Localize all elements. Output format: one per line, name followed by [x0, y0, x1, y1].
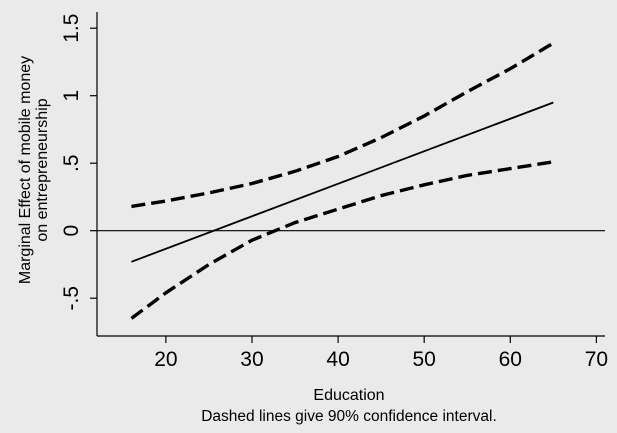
y-tick-label: .5 — [60, 154, 83, 172]
x-axis-title: Education — [313, 387, 384, 404]
x-tick-label: 50 — [413, 348, 436, 371]
x-tick-label: 20 — [154, 348, 177, 371]
y-tick-label: 1 — [60, 90, 83, 102]
x-tick-label: 60 — [499, 348, 522, 371]
y-axis-title-line-2: on entrepreneurship — [34, 98, 51, 241]
lower-confidence-line — [130, 160, 554, 320]
marginal-effect-line — [131, 101, 554, 263]
y-tick-label: -.5 — [60, 286, 83, 311]
y-axis-title-line-1: Marginal Effect of mobile money — [17, 56, 34, 284]
x-tick-label: 70 — [585, 348, 608, 371]
y-tick-label: 0 — [60, 225, 83, 237]
y-tick-label: 1.5 — [60, 14, 83, 43]
x-tick-label: 30 — [240, 348, 263, 371]
x-tick-label: 40 — [326, 348, 349, 371]
tick-labels: 20 30 40 50 60 70 -.5 0 .5 1 1.5 — [60, 14, 608, 371]
plot-marks — [90, 12, 605, 343]
upper-confidence-line — [131, 41, 555, 209]
chart-note: Dashed lines give 90% confidence interva… — [201, 408, 497, 425]
